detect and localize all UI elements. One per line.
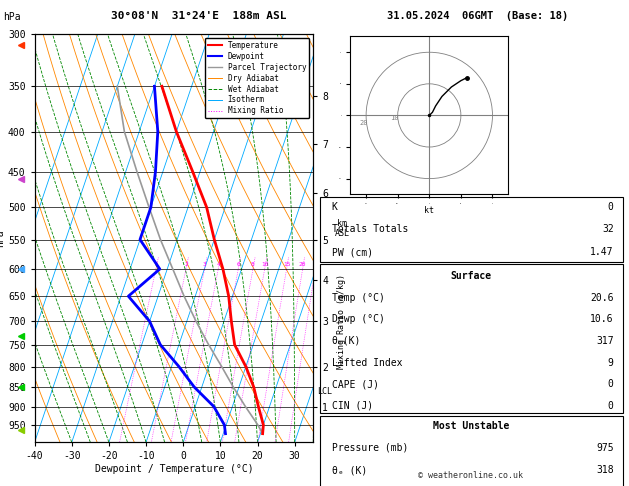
Text: 20.6: 20.6 <box>590 293 614 303</box>
Text: 1.47: 1.47 <box>590 247 614 257</box>
Legend: Temperature, Dewpoint, Parcel Trajectory, Dry Adiabat, Wet Adiabat, Isotherm, Mi: Temperature, Dewpoint, Parcel Trajectory… <box>205 38 309 119</box>
Text: CIN (J): CIN (J) <box>331 400 373 411</box>
Text: 975: 975 <box>596 443 614 453</box>
Text: 317: 317 <box>596 336 614 346</box>
Text: 6: 6 <box>237 262 240 267</box>
Text: 10.6: 10.6 <box>590 314 614 325</box>
Text: θₑ (K): θₑ (K) <box>331 465 367 475</box>
X-axis label: kt: kt <box>425 206 434 215</box>
Text: 0: 0 <box>608 202 614 211</box>
Text: CAPE (J): CAPE (J) <box>331 379 379 389</box>
Text: PW (cm): PW (cm) <box>331 247 373 257</box>
Text: © weatheronline.co.uk: © weatheronline.co.uk <box>418 471 523 480</box>
Text: 1: 1 <box>154 262 158 267</box>
Text: Mixing Ratio (g/kg): Mixing Ratio (g/kg) <box>337 274 345 369</box>
Text: LCL: LCL <box>318 387 332 396</box>
Text: 10: 10 <box>261 262 269 267</box>
Text: 9: 9 <box>608 358 614 367</box>
Text: 20: 20 <box>360 120 368 126</box>
Text: Lifted Index: Lifted Index <box>331 358 402 367</box>
Text: 30°08'N  31°24'E  188m ASL: 30°08'N 31°24'E 188m ASL <box>111 11 287 21</box>
Text: 2: 2 <box>184 262 188 267</box>
Text: 8: 8 <box>251 262 255 267</box>
Text: 20: 20 <box>299 262 306 267</box>
Text: Surface: Surface <box>450 271 492 281</box>
Text: 318: 318 <box>596 465 614 475</box>
Text: Pressure (mb): Pressure (mb) <box>331 443 408 453</box>
Text: Dewp (°C): Dewp (°C) <box>331 314 384 325</box>
Text: 15: 15 <box>283 262 291 267</box>
Text: 0: 0 <box>608 379 614 389</box>
Text: 31.05.2024  06GMT  (Base: 18): 31.05.2024 06GMT (Base: 18) <box>387 11 569 21</box>
Y-axis label: km
ASL: km ASL <box>335 219 350 238</box>
Text: 0: 0 <box>608 400 614 411</box>
Text: 3: 3 <box>203 262 206 267</box>
Text: 10: 10 <box>390 115 399 121</box>
Text: 4: 4 <box>216 262 220 267</box>
Text: K: K <box>331 202 338 211</box>
Text: hPa: hPa <box>3 12 21 22</box>
Text: Totals Totals: Totals Totals <box>331 225 408 234</box>
Text: Most Unstable: Most Unstable <box>433 421 509 431</box>
Text: Temp (°C): Temp (°C) <box>331 293 384 303</box>
Text: θₑ(K): θₑ(K) <box>331 336 361 346</box>
Text: 32: 32 <box>602 225 614 234</box>
Y-axis label: hPa: hPa <box>0 229 5 247</box>
X-axis label: Dewpoint / Temperature (°C): Dewpoint / Temperature (°C) <box>94 464 253 474</box>
